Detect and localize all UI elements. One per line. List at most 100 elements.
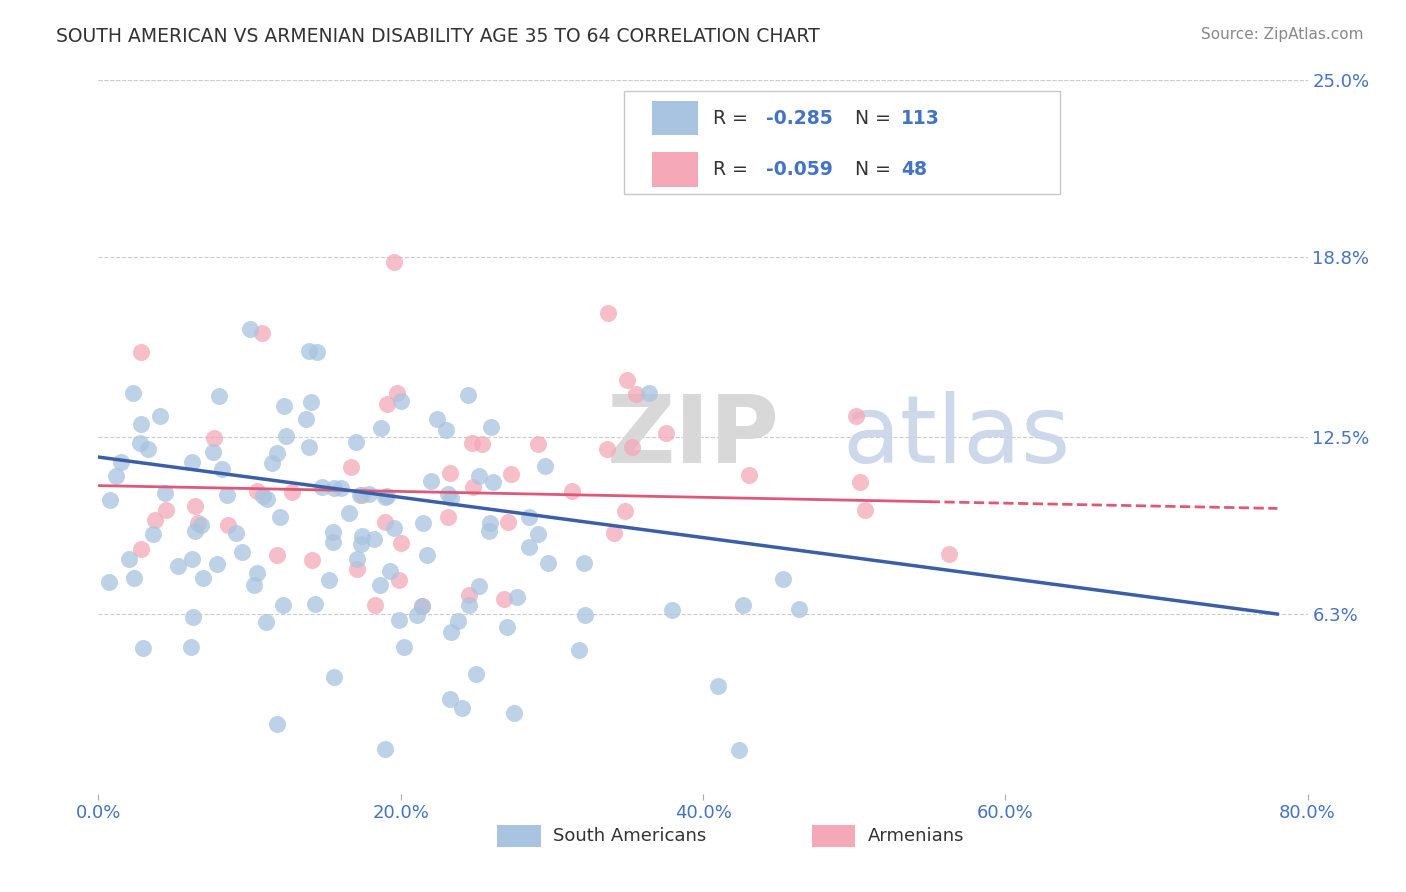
Point — [149, 409, 172, 424]
Point — [273, 399, 295, 413]
Point — [849, 475, 872, 489]
Point — [155, 486, 177, 500]
Point — [451, 701, 474, 715]
Point — [266, 548, 288, 562]
Point — [136, 442, 159, 456]
Point — [346, 562, 368, 576]
Point — [461, 435, 484, 450]
Point — [269, 510, 291, 524]
Point — [412, 516, 434, 531]
Point — [505, 590, 527, 604]
Point — [787, 602, 810, 616]
Text: Source: ZipAtlas.com: Source: ZipAtlas.com — [1201, 27, 1364, 42]
Point — [495, 620, 517, 634]
Point — [534, 458, 557, 473]
Point — [457, 388, 479, 402]
Point — [574, 607, 596, 622]
Point — [467, 469, 489, 483]
Point — [280, 485, 302, 500]
Point — [368, 578, 391, 592]
Point — [250, 326, 273, 340]
Point — [131, 345, 153, 359]
Text: 113: 113 — [901, 109, 941, 128]
Point — [245, 566, 267, 580]
Point — [187, 516, 209, 531]
Point — [595, 442, 617, 456]
Point — [131, 640, 153, 655]
Point — [322, 670, 344, 684]
Point — [318, 574, 340, 588]
Point — [183, 524, 205, 539]
Point — [389, 536, 412, 550]
Point — [738, 468, 761, 483]
Point — [322, 524, 344, 539]
Point — [478, 516, 501, 530]
Bar — [652, 101, 699, 136]
Point — [707, 680, 730, 694]
Point — [357, 487, 380, 501]
Point — [337, 507, 360, 521]
Point — [389, 394, 412, 409]
Point — [350, 529, 373, 543]
Point — [482, 475, 505, 490]
Point — [97, 575, 120, 590]
Point — [568, 642, 591, 657]
Point — [638, 386, 661, 401]
Point — [323, 481, 346, 495]
Point — [181, 552, 204, 566]
Point — [464, 667, 486, 681]
Point — [661, 603, 683, 617]
Point — [458, 598, 481, 612]
Point — [374, 491, 396, 505]
Point — [142, 527, 165, 541]
Point — [202, 431, 225, 445]
Point — [561, 483, 583, 498]
Point — [129, 417, 152, 431]
Point — [184, 499, 207, 513]
Point — [307, 345, 329, 359]
Point — [122, 386, 145, 401]
Point — [517, 510, 540, 524]
Point — [377, 489, 399, 503]
Point — [436, 510, 458, 524]
Point — [458, 588, 481, 602]
Point — [180, 640, 202, 654]
Point — [434, 424, 457, 438]
Text: ZIP: ZIP — [606, 391, 779, 483]
Point — [426, 411, 449, 425]
Point — [322, 535, 344, 549]
Point — [440, 625, 463, 640]
Point — [446, 614, 468, 628]
Bar — [811, 824, 855, 847]
Point — [181, 609, 204, 624]
Point — [411, 599, 433, 614]
Text: SOUTH AMERICAN VS ARMENIAN DISABILITY AGE 35 TO 64 CORRELATION CHART: SOUTH AMERICAN VS ARMENIAN DISABILITY AG… — [56, 27, 820, 45]
Point — [517, 540, 540, 554]
Point — [388, 573, 411, 587]
Point — [364, 598, 387, 612]
Point — [215, 488, 238, 502]
Point — [243, 577, 266, 591]
Point — [503, 706, 526, 721]
Point — [274, 428, 297, 442]
Point — [246, 483, 269, 498]
Point — [731, 598, 754, 612]
Point — [350, 488, 373, 502]
Point — [772, 572, 794, 586]
Point — [655, 425, 678, 440]
Bar — [498, 824, 541, 847]
Text: N =: N = — [855, 109, 897, 128]
Point — [299, 395, 322, 409]
Point — [498, 515, 520, 529]
Point — [201, 445, 224, 459]
Point — [231, 544, 253, 558]
Point — [481, 419, 503, 434]
Point — [853, 502, 876, 516]
Point — [266, 717, 288, 731]
Point — [478, 524, 501, 539]
Point — [104, 469, 127, 483]
Point — [155, 502, 177, 516]
Text: N =: N = — [855, 160, 897, 179]
Point — [437, 486, 460, 500]
Point — [938, 547, 960, 561]
